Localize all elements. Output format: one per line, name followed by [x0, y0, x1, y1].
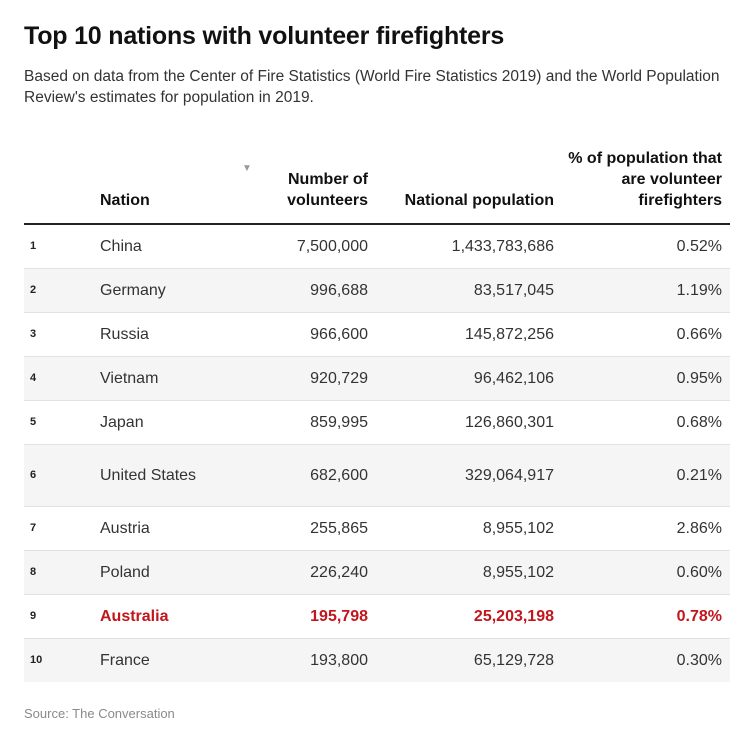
percent-cell: 0.60%	[562, 550, 730, 595]
percent-cell: 0.52%	[562, 224, 730, 269]
table-row: 2 Germany 996,688 83,517,045 1.19%	[24, 268, 730, 313]
rank-cell: 1	[24, 224, 92, 269]
percent-cell: 0.66%	[562, 312, 730, 357]
population-cell: 329,064,917	[376, 444, 562, 507]
volunteers-cell: 996,688	[228, 268, 376, 313]
nation-cell: Germany	[92, 268, 228, 313]
percent-cell: 0.30%	[562, 638, 730, 682]
table-row: 7 Austria 255,865 8,955,102 2.86%	[24, 506, 730, 551]
volunteers-cell: 7,500,000	[228, 224, 376, 269]
percent-cell: 1.19%	[562, 268, 730, 313]
table-row: 1 China 7,500,000 1,433,783,686 0.52%	[24, 224, 730, 269]
percent-cell: 2.86%	[562, 506, 730, 551]
volunteers-cell: 195,798	[228, 594, 376, 639]
population-cell: 65,129,728	[376, 638, 562, 682]
table-row: 5 Japan 859,995 126,860,301 0.68%	[24, 400, 730, 445]
percent-column-header[interactable]: % of population that are volunteer firef…	[562, 148, 730, 225]
rank-cell: 5	[24, 400, 92, 445]
nation-column-header[interactable]: Nation	[92, 148, 228, 225]
rank-cell: 7	[24, 506, 92, 551]
population-cell: 145,872,256	[376, 312, 562, 357]
rank-cell: 2	[24, 268, 92, 313]
nation-cell: Japan	[92, 400, 228, 445]
table-row: 8 Poland 226,240 8,955,102 0.60%	[24, 550, 730, 595]
table-row: 3 Russia 966,600 145,872,256 0.66%	[24, 312, 730, 357]
population-cell: 1,433,783,686	[376, 224, 562, 269]
table-row: 4 Vietnam 920,729 96,462,106 0.95%	[24, 356, 730, 401]
table-row: 6 United States 682,600 329,064,917 0.21…	[24, 444, 730, 507]
chart-subtitle: Based on data from the Center of Fire St…	[24, 68, 720, 106]
population-cell: 8,955,102	[376, 550, 562, 595]
table-header-row: Nation ▼ Number of volunteers National po…	[24, 148, 730, 225]
percent-cell: 0.95%	[562, 356, 730, 401]
nation-cell: China	[92, 224, 228, 269]
nation-cell: Russia	[92, 312, 228, 357]
percent-cell: 0.21%	[562, 444, 730, 507]
rank-cell: 9	[24, 594, 92, 639]
population-cell: 8,955,102	[376, 506, 562, 551]
rank-column-header	[24, 148, 92, 225]
population-cell: 25,203,198	[376, 594, 562, 639]
population-column-header[interactable]: National population	[376, 148, 562, 225]
percent-cell: 0.68%	[562, 400, 730, 445]
volunteers-cell: 682,600	[228, 444, 376, 507]
volunteers-cell: 966,600	[228, 312, 376, 357]
rank-cell: 6	[24, 444, 92, 507]
rank-cell: 4	[24, 356, 92, 401]
data-table: Nation ▼ Number of volunteers National po…	[24, 148, 730, 682]
chart-title: Top 10 nations with volunteer firefighte…	[24, 22, 505, 50]
sort-descending-icon[interactable]: ▼	[242, 163, 252, 174]
nation-cell: Poland	[92, 550, 228, 595]
volunteers-cell: 255,865	[228, 506, 376, 551]
population-cell: 83,517,045	[376, 268, 562, 313]
nation-cell: Australia	[92, 594, 228, 639]
population-cell: 126,860,301	[376, 400, 562, 445]
population-cell: 96,462,106	[376, 356, 562, 401]
table-row-highlighted: 9 Australia 195,798 25,203,198 0.78%	[24, 594, 730, 639]
nation-cell: Vietnam	[92, 356, 228, 401]
nation-cell: Austria	[92, 506, 228, 551]
table-row: 10 France 193,800 65,129,728 0.30%	[24, 638, 730, 682]
volunteers-cell: 193,800	[228, 638, 376, 682]
volunteers-column-label: Number of volunteers	[287, 171, 368, 209]
source-note: Source: The Conversation	[24, 706, 175, 721]
rank-cell: 8	[24, 550, 92, 595]
rank-cell: 10	[24, 638, 92, 682]
nation-cell: France	[92, 638, 228, 682]
percent-cell: 0.78%	[562, 594, 730, 639]
volunteers-column-header[interactable]: ▼ Number of volunteers	[228, 148, 376, 225]
volunteers-cell: 920,729	[228, 356, 376, 401]
nation-cell: United States	[92, 444, 228, 507]
volunteers-cell: 859,995	[228, 400, 376, 445]
rank-cell: 3	[24, 312, 92, 357]
volunteers-cell: 226,240	[228, 550, 376, 595]
